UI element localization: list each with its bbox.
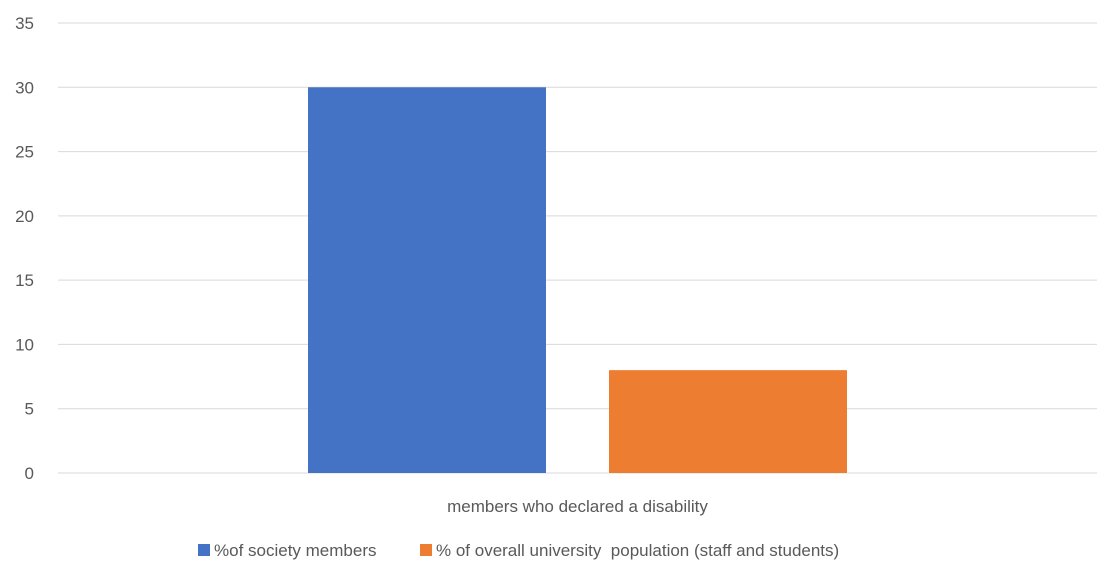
y-tick-label: 20 bbox=[15, 207, 34, 226]
bars bbox=[308, 87, 847, 474]
x-category-label: members who declared a disability bbox=[447, 497, 708, 516]
legend-swatch-0 bbox=[198, 544, 210, 556]
y-tick-label: 5 bbox=[25, 400, 34, 419]
legend-label-1: % of overall university population (staf… bbox=[436, 541, 839, 560]
y-tick-label: 25 bbox=[15, 143, 34, 162]
y-tick-label: 35 bbox=[15, 14, 34, 33]
y-axis-tick-labels: 0 5 10 15 20 25 30 35 bbox=[15, 14, 34, 483]
bar-series-1-cat-0 bbox=[609, 370, 847, 473]
legend: %of society members % of overall universi… bbox=[198, 541, 839, 560]
y-tick-label: 0 bbox=[25, 464, 34, 483]
legend-swatch-1 bbox=[420, 544, 432, 556]
x-axis-category-labels: members who declared a disability bbox=[447, 497, 708, 516]
gridlines bbox=[58, 22, 1097, 474]
legend-label-0: %of society members bbox=[214, 541, 377, 560]
y-tick-label: 30 bbox=[15, 78, 34, 97]
y-tick-label: 15 bbox=[15, 271, 34, 290]
bar-series-0-cat-0 bbox=[308, 87, 546, 474]
y-tick-label: 10 bbox=[15, 335, 34, 354]
